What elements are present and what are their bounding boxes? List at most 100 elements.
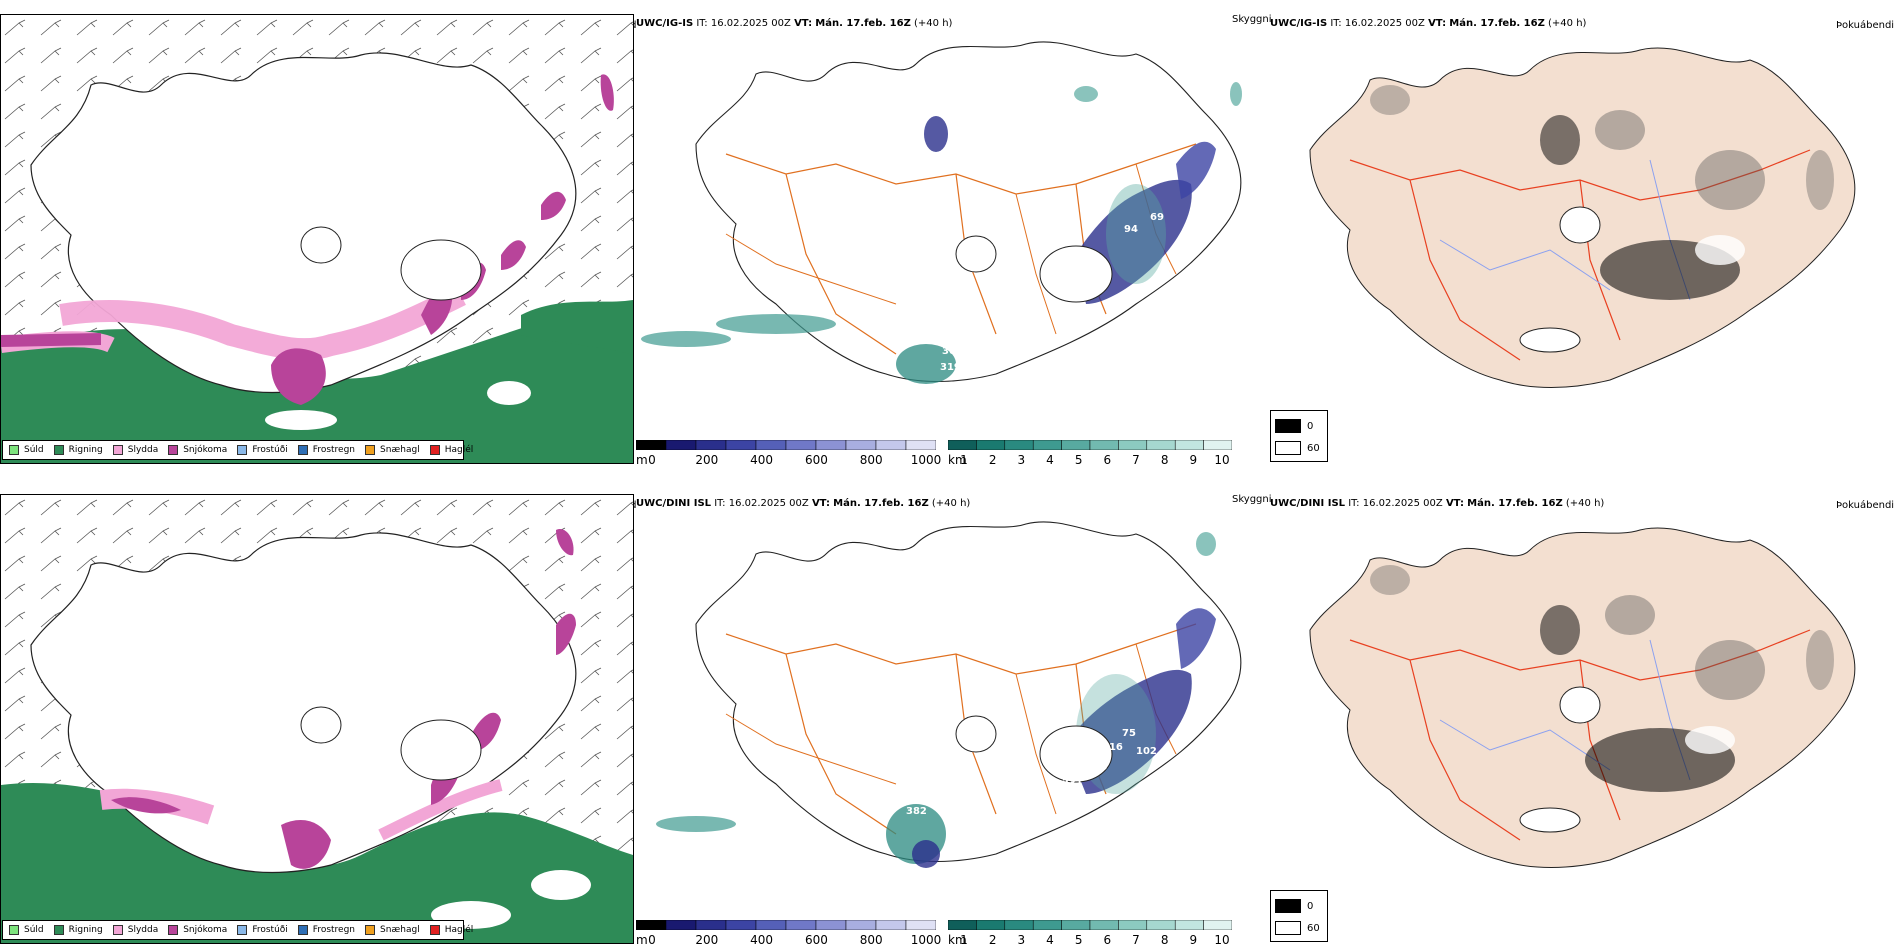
- colorbar-tick: 600: [804, 933, 828, 947]
- colorbar-swatch: [1174, 440, 1204, 450]
- ceiling-colorbar-swatches: [636, 920, 936, 930]
- glacier-outline: [300, 226, 342, 264]
- colorbar-tick: 8: [1160, 933, 1169, 947]
- fog-index-area: [1595, 110, 1645, 150]
- swatch: [9, 445, 19, 455]
- fog-index-area: [1806, 150, 1834, 210]
- header-fog-row2: UWC/DINI ISL IT: 16.02.2025 00Z VT: Mán.…: [1270, 498, 1605, 509]
- colorbar-tick: 9: [1189, 933, 1198, 947]
- colorbar-swatch: [1032, 920, 1062, 930]
- colorbar-tick: 7: [1132, 453, 1140, 467]
- colorbar-tick: 5: [1074, 933, 1083, 947]
- colorbar-swatch: [948, 440, 977, 450]
- colorbar-swatch: [815, 440, 847, 450]
- colorbar-swatch: [1004, 920, 1034, 930]
- fog-index-area: [1540, 115, 1580, 165]
- row-2: UWC/DINI ISL IT: 16.02.2025 00Z VT: Mán.…: [0, 480, 1900, 950]
- snow-area: [556, 613, 576, 655]
- precip-legend: Súld Rigning Slydda Snjókoma Frostúði Fr…: [2, 440, 473, 460]
- low-visibility-area: [1074, 86, 1098, 102]
- fog-swatch-white: [1275, 441, 1301, 455]
- colorbar-swatch: [755, 920, 787, 930]
- glacier-outline: [955, 235, 997, 273]
- title-fog: Þokuábendi: [1836, 20, 1895, 31]
- colorbar-swatch: [845, 440, 877, 450]
- colorbar-swatch: [1089, 440, 1119, 450]
- snow-area: [541, 191, 566, 220]
- colorbar-swatch: [1089, 920, 1119, 930]
- colorbar-swatch: [725, 440, 757, 450]
- colorbar-swatch: [1004, 440, 1034, 450]
- dry-patch: [531, 870, 591, 900]
- title-fog: Þokuábendi: [1836, 500, 1895, 511]
- visibility-colorbar: km 1 2 3 4 5 6 7 8 9 10: [948, 920, 1232, 948]
- colorbar-tick: 800: [859, 453, 883, 467]
- visibility-map-row1: 94 69 189 204 309 319 162: [641, 41, 1242, 384]
- colorbar-tick: 800: [859, 933, 883, 947]
- colorbar-tick: 400: [750, 933, 774, 947]
- vis-label: 134: [1086, 762, 1107, 773]
- colorbar-swatch: [905, 920, 936, 930]
- colorbar-swatch: [1203, 440, 1232, 450]
- colorbar-tick: 2: [988, 933, 997, 947]
- header-visibility-row1: UWC/IG-IS IT: 16.02.2025 00Z VT: Mán. 17…: [636, 18, 953, 29]
- colorbar-swatch: [665, 920, 697, 930]
- colorbar-swatch: [1061, 920, 1091, 930]
- fog-legend: 0 60: [1270, 890, 1328, 942]
- snow-area: [281, 820, 331, 869]
- snow-area: [501, 240, 526, 270]
- vis-label: 204: [1062, 278, 1083, 289]
- vis-label: 75: [1122, 728, 1136, 739]
- colorbar-swatch: [695, 920, 727, 930]
- row-1: UWC/IG-IS IT: 16.02.2025 00Z VT: Mán. 17…: [0, 0, 1900, 470]
- fog-index-area: [1605, 595, 1655, 635]
- low-visibility-area: [641, 331, 731, 347]
- vis-label: 319: [940, 362, 961, 373]
- precip-map-row1: [0, 14, 634, 464]
- vis-label: 382: [906, 806, 927, 817]
- road-network: [725, 623, 1197, 835]
- fog-index-area: [1370, 85, 1410, 115]
- colorbar-swatch: [976, 440, 1006, 450]
- colorbar-swatch: [875, 920, 907, 930]
- colorbar-swatch: [815, 920, 847, 930]
- vis-label: 162: [1062, 748, 1083, 759]
- title-visibility: Skyggni: [1232, 494, 1272, 505]
- glacier-outline: [1559, 686, 1601, 724]
- fog-swatch-black: [1275, 899, 1301, 913]
- glacier-outline: [1039, 725, 1113, 783]
- colorbar-tick: 200: [695, 933, 719, 947]
- colorbar-tick: 4: [1046, 453, 1054, 467]
- low-visibility-area: [896, 344, 956, 384]
- precip-map-svg: [1, 15, 633, 463]
- glacier-outline: [400, 719, 482, 781]
- colorbar-swatch: [1118, 920, 1148, 930]
- ceiling-colorbar: m 0 200 400 600 800 1000: [636, 920, 941, 948]
- legend-item: Frostregn: [297, 445, 355, 455]
- colorbar-tick: 0: [648, 453, 656, 467]
- colorbar-swatch: [976, 920, 1006, 930]
- ceiling-colorbar: m 0 200 400 600 800 1000: [636, 440, 941, 468]
- snow-area: [600, 74, 614, 111]
- colorbar-swatch: [1118, 440, 1148, 450]
- colorbar-tick: 4: [1046, 933, 1054, 947]
- fog-map-row2: [1309, 527, 1856, 868]
- low-visibility-area: [1196, 532, 1216, 556]
- glacier-outline: [1519, 327, 1581, 353]
- glacier-outline: [400, 239, 482, 301]
- colorbar-swatch: [695, 440, 727, 450]
- fog-index-area: [1370, 565, 1410, 595]
- colorbar-swatch: [948, 920, 977, 930]
- colorbar-tick: 600: [804, 453, 828, 467]
- glacier-outline: [300, 706, 342, 744]
- colorbar-swatch: [636, 920, 667, 930]
- low-ceiling-area: [924, 116, 948, 152]
- colorbar-tick: 9: [1189, 453, 1198, 467]
- vis-label: 116: [1102, 742, 1123, 753]
- colorbar-swatch: [636, 440, 667, 450]
- rain-area: [521, 300, 633, 355]
- legend-item: Rigning: [53, 445, 103, 455]
- colorbar-swatch: [755, 440, 787, 450]
- colorbar-swatch: [1146, 440, 1176, 450]
- visibility-colorbar-swatches: [948, 440, 1232, 450]
